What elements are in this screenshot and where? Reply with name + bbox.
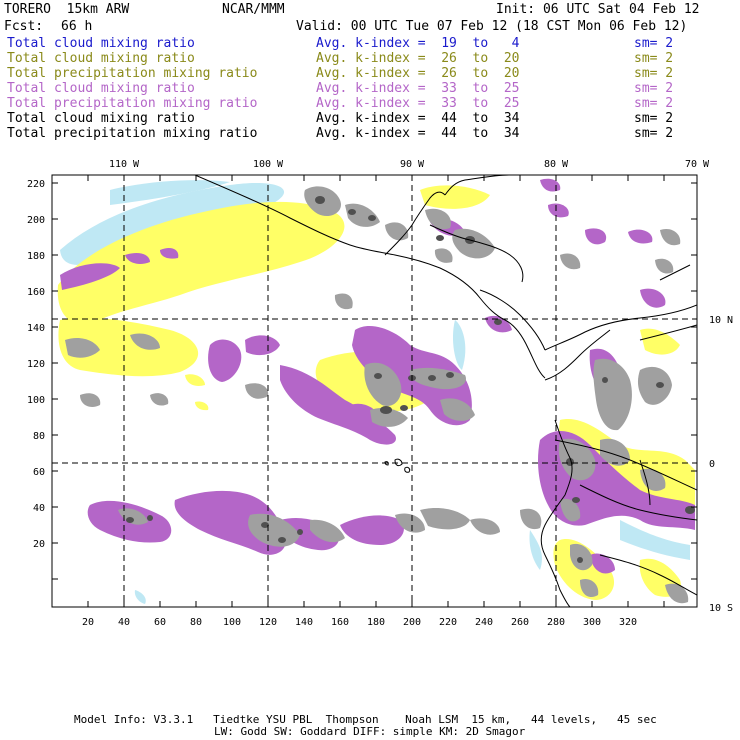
x-tick-label: 160 <box>331 617 349 628</box>
x-tick-label: 100 <box>223 617 241 628</box>
top-longitude-labels: 110 W 100 W 90 W 80 W 70 W <box>109 159 710 170</box>
lat-label: 10 S <box>709 603 733 614</box>
forecast-hours: 66 h <box>61 19 93 34</box>
left-tick-labels: 220 200 180 160 140 120 100 80 60 40 20 <box>27 179 45 550</box>
physics-info: LW: Godd SW: Goddard DIFF: simple KM: 2D… <box>214 725 526 738</box>
org-label: NCAR/MMM <box>222 2 285 17</box>
lat-label: 10 N <box>709 315 733 326</box>
legend-field: Total precipitation mixing ratio <box>7 66 258 81</box>
tick-marks <box>52 175 697 607</box>
x-tick-label: 240 <box>475 617 493 628</box>
legend-sm: sm= 2 <box>634 126 674 141</box>
cloud-dark-core-layer <box>126 196 695 563</box>
x-tick-label: 280 <box>547 617 565 628</box>
valid-time: Valid: 00 UTC Tue 07 Feb 12 (18 CST Mon … <box>296 19 688 34</box>
coastlines <box>194 175 697 607</box>
x-tick-label: 180 <box>367 617 385 628</box>
legend-field: Total precipitation mixing ratio <box>7 126 258 141</box>
bottom-tick-labels: 20 40 60 80 100 120 140 160 180 200 220 … <box>82 617 637 628</box>
lon-label: 100 W <box>253 159 284 170</box>
y-tick-label: 180 <box>27 251 45 262</box>
legend-sm: sm= 2 <box>634 111 674 126</box>
y-tick-label: 40 <box>33 503 45 514</box>
x-tick-label: 300 <box>583 617 601 628</box>
x-tick-label: 20 <box>82 617 94 628</box>
y-tick-label: 120 <box>27 359 45 370</box>
legend-field: Total cloud mixing ratio <box>7 36 195 51</box>
lon-label: 80 W <box>544 159 569 170</box>
lon-label: 70 W <box>685 159 710 170</box>
forecast-label: Fcst: <box>4 19 44 34</box>
lat-label: 0 <box>709 459 715 470</box>
legend-kindex: Avg. k-index = 19 to 4 <box>316 36 520 51</box>
legend-kindex: Avg. k-index = 33 to 25 <box>316 96 520 111</box>
x-tick-label: 220 <box>439 617 457 628</box>
field-layers <box>52 175 697 607</box>
model-info: Model Info: V3.3.1 Tiedtke YSU PBL Thomp… <box>74 713 657 726</box>
legend-field: Total precipitation mixing ratio <box>7 96 258 111</box>
lon-label: 110 W <box>109 159 140 170</box>
graticule <box>52 175 697 607</box>
y-tick-label: 100 <box>27 395 45 406</box>
x-tick-label: 140 <box>295 617 313 628</box>
y-tick-label: 160 <box>27 287 45 298</box>
legend-sm: sm= 2 <box>634 66 674 81</box>
legend-kindex: Avg. k-index = 26 to 20 <box>316 51 520 66</box>
x-tick-label: 320 <box>619 617 637 628</box>
legend-kindex: Avg. k-index = 44 to 34 <box>316 126 520 141</box>
legend-field: Total cloud mixing ratio <box>7 51 195 66</box>
right-latitude-labels: 10 N 0 10 S <box>709 315 733 614</box>
x-tick-label: 200 <box>403 617 421 628</box>
model-title: TORERO 15km ARW <box>4 2 130 17</box>
legend-sm: sm= 2 <box>634 36 674 51</box>
x-tick-label: 80 <box>190 617 202 628</box>
legend-field: Total cloud mixing ratio <box>7 111 195 126</box>
legend-kindex: Avg. k-index = 26 to 20 <box>316 66 520 81</box>
y-tick-label: 140 <box>27 323 45 334</box>
y-tick-label: 80 <box>33 431 45 442</box>
legend-sm: sm= 2 <box>634 51 674 66</box>
y-tick-label: 200 <box>27 215 45 226</box>
legend-kindex: Avg. k-index = 44 to 34 <box>316 111 520 126</box>
map-frame <box>51 174 698 608</box>
init-time: Init: 06 UTC Sat 04 Feb 12 <box>496 2 700 17</box>
lon-label: 90 W <box>400 159 425 170</box>
x-tick-label: 60 <box>154 617 166 628</box>
x-tick-label: 120 <box>259 617 277 628</box>
y-tick-label: 60 <box>33 467 45 478</box>
legend-field: Total cloud mixing ratio <box>7 81 195 96</box>
x-tick-label: 260 <box>511 617 529 628</box>
y-tick-label: 220 <box>27 179 45 190</box>
legend-kindex: Avg. k-index = 33 to 25 <box>316 81 520 96</box>
legend-sm: sm= 2 <box>634 81 674 96</box>
legend-sm: sm= 2 <box>634 96 674 111</box>
x-tick-label: 40 <box>118 617 130 628</box>
y-tick-label: 20 <box>33 539 45 550</box>
